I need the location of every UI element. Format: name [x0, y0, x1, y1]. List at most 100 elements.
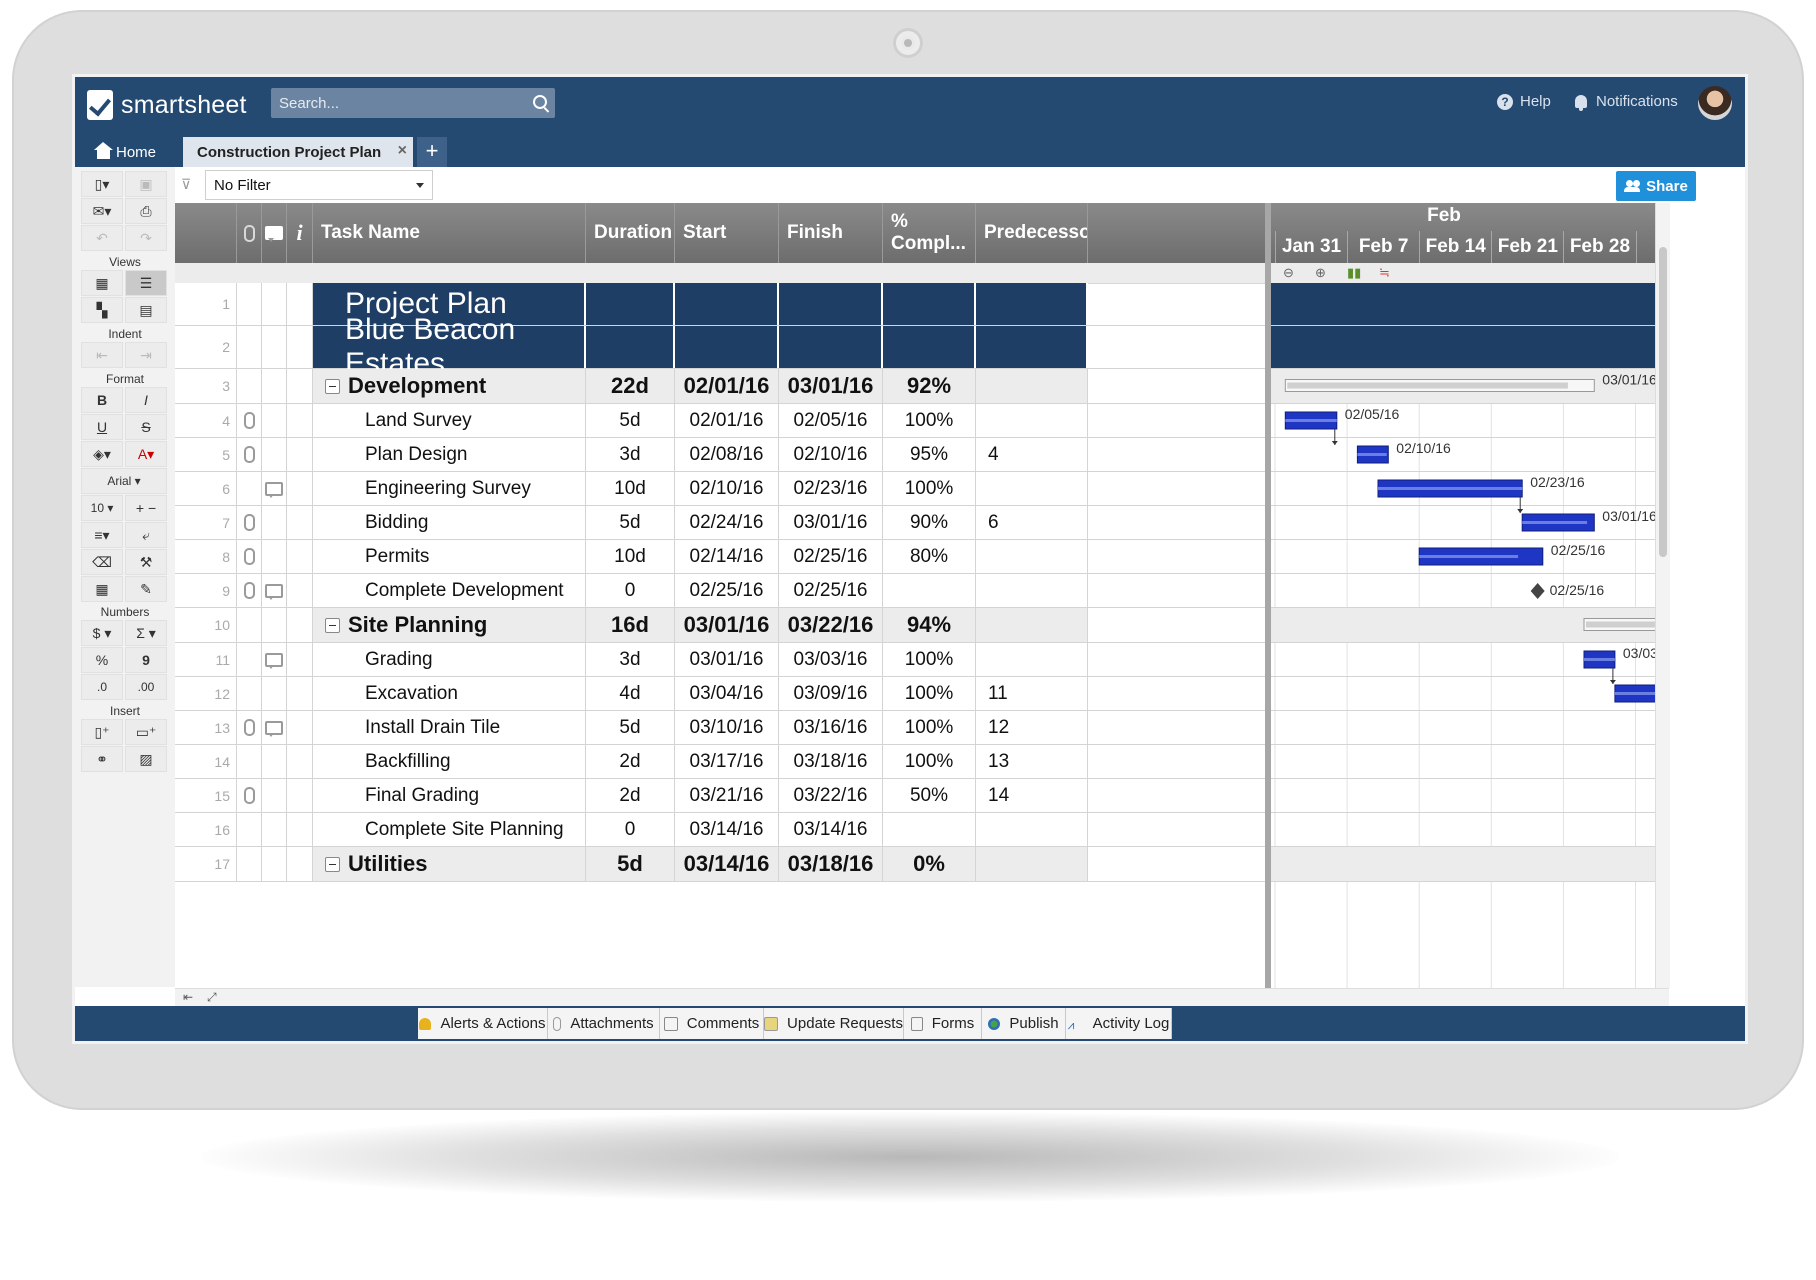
task-name-cell[interactable]: Complete Development: [313, 574, 586, 607]
start-cell[interactable]: 03/10/16: [675, 711, 779, 744]
filter-select[interactable]: No Filter: [205, 170, 433, 200]
task-name-cell[interactable]: Backfilling: [313, 745, 586, 778]
duration-cell[interactable]: 4d: [586, 677, 675, 710]
comment-icon[interactable]: [265, 583, 283, 600]
row-number[interactable]: 1: [175, 283, 237, 325]
percent-format-button[interactable]: %: [81, 647, 123, 673]
collapse-toggle-icon[interactable]: [325, 378, 340, 394]
collapse-toggle-icon[interactable]: [325, 617, 340, 633]
table-row[interactable]: 15 Final Grading 2d 03/21/16 03/22/16 50% 14: [175, 779, 1265, 813]
comment-cell[interactable]: [262, 540, 287, 573]
table-row[interactable]: 3 Development 22d 02/01/16 03/01/16 92%: [175, 369, 1265, 404]
pct-cell[interactable]: 95%: [883, 438, 976, 471]
task-name-cell[interactable]: Complete Site Planning: [313, 813, 586, 846]
info-cell[interactable]: [287, 813, 313, 846]
finish-cell[interactable]: 03/16/16: [779, 711, 883, 744]
conditional-format-icon[interactable]: ▦: [81, 576, 123, 602]
comment-cell[interactable]: [262, 608, 287, 642]
info-column-header[interactable]: i: [287, 203, 313, 263]
row-number[interactable]: 10: [175, 608, 237, 642]
task-name-cell[interactable]: Grading: [313, 643, 586, 676]
calendar-view-icon[interactable]: ▤: [125, 297, 167, 323]
currency-format-button[interactable]: $ ▾: [81, 620, 123, 646]
attachment-cell[interactable]: [237, 369, 262, 403]
attachment-cell[interactable]: [237, 711, 262, 744]
comment-cell[interactable]: [262, 438, 287, 471]
row-number[interactable]: 14: [175, 745, 237, 778]
italic-button[interactable]: I: [125, 387, 167, 413]
pct-cell[interactable]: [883, 326, 976, 368]
info-cell[interactable]: [287, 283, 313, 325]
expand-icon[interactable]: ⤢: [207, 990, 217, 1004]
attachment-cell[interactable]: [237, 745, 262, 778]
comment-cell[interactable]: [262, 711, 287, 744]
start-cell[interactable]: 03/17/16: [675, 745, 779, 778]
dependencies-icon[interactable]: ≒: [1379, 265, 1390, 280]
finish-cell[interactable]: 03/09/16: [779, 677, 883, 710]
finish-cell[interactable]: 03/03/16: [779, 643, 883, 676]
task-name-cell[interactable]: Permits: [313, 540, 586, 573]
finish-cell[interactable]: [779, 326, 883, 368]
finish-cell[interactable]: 03/22/16: [779, 608, 883, 642]
comments-button[interactable]: Comments: [660, 1008, 764, 1039]
font-size-select[interactable]: 10 ▾: [81, 495, 123, 521]
duration-cell[interactable]: 2d: [586, 745, 675, 778]
attachment-cell[interactable]: [237, 643, 262, 676]
attachment-cell[interactable]: [237, 847, 262, 881]
start-cell[interactable]: 03/14/16: [675, 847, 779, 881]
finish-column-header[interactable]: Finish: [779, 203, 883, 263]
pred-cell[interactable]: 12: [976, 711, 1088, 744]
paperclip-icon[interactable]: [243, 719, 255, 736]
pct-cell[interactable]: 92%: [883, 369, 976, 403]
task-name-cell[interactable]: Land Survey: [313, 404, 586, 437]
paperclip-icon[interactable]: [243, 787, 255, 804]
pct-cell[interactable]: [883, 283, 976, 325]
forms-button[interactable]: Forms: [904, 1008, 982, 1039]
comment-cell[interactable]: [262, 643, 287, 676]
table-row[interactable]: 13 Install Drain Tile 5d 03/10/16 03/16/16 10…: [175, 711, 1265, 745]
comment-cell[interactable]: [262, 369, 287, 403]
update-requests-button[interactable]: Update Requests: [764, 1008, 904, 1039]
start-cell[interactable]: [675, 283, 779, 325]
search-icon[interactable]: [533, 95, 547, 109]
row-number[interactable]: 2: [175, 326, 237, 368]
start-cell[interactable]: 02/01/16: [675, 404, 779, 437]
start-cell[interactable]: 03/01/16: [675, 643, 779, 676]
grid-view-icon[interactable]: ▦: [81, 270, 123, 296]
table-row[interactable]: 14 Backfilling 2d 03/17/16 03/18/16 100% 13: [175, 745, 1265, 779]
start-cell[interactable]: 02/08/16: [675, 438, 779, 471]
attachment-cell[interactable]: [237, 438, 262, 471]
scrollbar-thumb[interactable]: [1659, 247, 1667, 557]
predecessors-column-header[interactable]: Predecessors: [976, 203, 1088, 263]
comment-cell[interactable]: [262, 506, 287, 539]
bold-button[interactable]: B: [81, 387, 123, 413]
strikethrough-button[interactable]: S: [125, 414, 167, 440]
grid-gantt-splitter[interactable]: [1265, 203, 1271, 988]
info-cell[interactable]: [287, 369, 313, 403]
finish-cell[interactable]: 02/10/16: [779, 438, 883, 471]
underline-button[interactable]: U: [81, 414, 123, 440]
info-cell[interactable]: [287, 608, 313, 642]
zoom-in-icon[interactable]: ⊕: [1315, 265, 1326, 280]
row-number[interactable]: 9: [175, 574, 237, 607]
comment-cell[interactable]: [262, 283, 287, 325]
row-number[interactable]: 3: [175, 369, 237, 403]
filter-icon[interactable]: ⊽: [181, 176, 192, 192]
pct-cell[interactable]: 0%: [883, 847, 976, 881]
duration-cell[interactable]: 5d: [586, 711, 675, 744]
outdent-icon[interactable]: ⇤: [81, 342, 123, 368]
row-number[interactable]: 8: [175, 540, 237, 573]
image-icon[interactable]: ▨: [125, 746, 167, 772]
pct-cell[interactable]: 100%: [883, 472, 976, 505]
start-cell[interactable]: 03/04/16: [675, 677, 779, 710]
increase-decimal-button[interactable]: .00: [125, 674, 167, 700]
close-tab-icon[interactable]: ×: [397, 142, 407, 159]
pct-cell[interactable]: 100%: [883, 677, 976, 710]
task-name-cell[interactable]: Engineering Survey: [313, 472, 586, 505]
font-size-controls[interactable]: + −: [125, 495, 167, 521]
attachment-cell[interactable]: [237, 506, 262, 539]
info-cell[interactable]: [287, 326, 313, 368]
table-row[interactable]: 8 Permits 10d 02/14/16 02/25/16 80%: [175, 540, 1265, 574]
insert-row-icon[interactable]: ▭⁺: [125, 719, 167, 745]
pred-cell[interactable]: 14: [976, 779, 1088, 812]
